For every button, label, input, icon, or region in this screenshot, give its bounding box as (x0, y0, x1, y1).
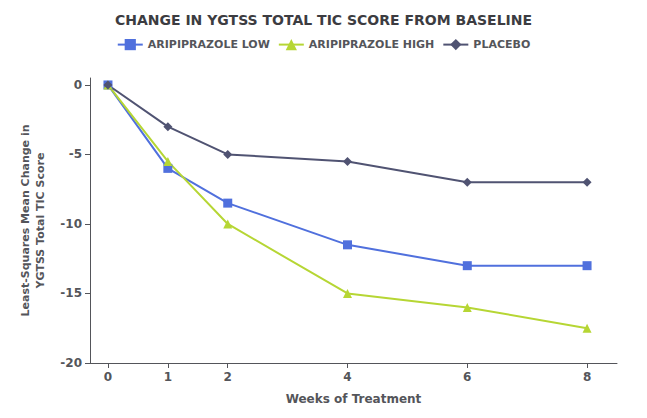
svg-text:4: 4 (343, 370, 351, 384)
svg-text:0: 0 (74, 78, 82, 92)
svg-text:1: 1 (164, 370, 172, 384)
svg-text:YGTSS Total TIC Score: YGTSS Total TIC Score (34, 153, 47, 290)
svg-text:6: 6 (463, 370, 471, 384)
svg-text:Weeks of Treatment: Weeks of Treatment (286, 392, 422, 406)
svg-text:0: 0 (104, 370, 112, 384)
svg-text:CHANGE IN YGTSS TOTAL TIC SCOR: CHANGE IN YGTSS TOTAL TIC SCORE FROM BAS… (115, 12, 532, 28)
svg-text:PLACEBO: PLACEBO (473, 38, 530, 51)
svg-text:-10: -10 (60, 217, 82, 231)
svg-text:-15: -15 (60, 286, 82, 300)
svg-text:-20: -20 (60, 356, 82, 370)
svg-text:ARIPIPRAZOLE HIGH: ARIPIPRAZOLE HIGH (309, 38, 435, 51)
svg-text:-5: -5 (69, 147, 82, 161)
svg-text:8: 8 (583, 370, 591, 384)
svg-text:ARIPIPRAZOLE LOW: ARIPIPRAZOLE LOW (148, 38, 270, 51)
svg-text:Least-Squares Mean Change in: Least-Squares Mean Change in (19, 125, 32, 317)
svg-text:2: 2 (224, 370, 232, 384)
